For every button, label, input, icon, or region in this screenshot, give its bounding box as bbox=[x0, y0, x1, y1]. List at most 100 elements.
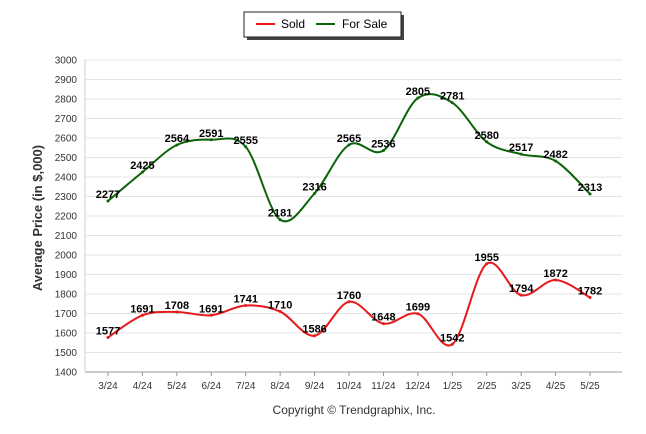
data-label-sold: 1760 bbox=[337, 290, 361, 302]
y-tick-label: 1800 bbox=[55, 290, 78, 301]
data-label-for-sale: 2580 bbox=[474, 130, 498, 142]
data-label-sold: 1577 bbox=[96, 325, 120, 337]
x-tick-label: 7/24 bbox=[236, 381, 256, 392]
data-point-sold bbox=[140, 313, 144, 317]
y-tick-label: 3000 bbox=[55, 56, 78, 67]
data-label-sold: 1691 bbox=[130, 303, 154, 315]
x-tick-label: 3/24 bbox=[98, 381, 118, 392]
data-point-for-sale bbox=[313, 191, 317, 195]
data-point-for-sale bbox=[554, 159, 558, 163]
data-label-sold: 1782 bbox=[578, 286, 602, 298]
data-point-sold bbox=[244, 304, 248, 308]
data-point-for-sale bbox=[347, 143, 351, 147]
data-label-for-sale: 2591 bbox=[199, 128, 223, 140]
data-label-sold: 1586 bbox=[302, 324, 326, 336]
data-label-sold: 1794 bbox=[509, 283, 534, 295]
y-tick-label: 1900 bbox=[55, 270, 78, 281]
data-label-sold: 1741 bbox=[233, 294, 257, 306]
data-point-for-sale bbox=[244, 145, 248, 149]
data-label-for-sale: 2517 bbox=[509, 142, 533, 154]
data-point-sold bbox=[519, 293, 523, 297]
data-label-for-sale: 2565 bbox=[337, 133, 361, 145]
x-tick-label: 4/24 bbox=[133, 381, 153, 392]
data-point-for-sale bbox=[450, 101, 454, 105]
x-tick-label: 9/24 bbox=[305, 381, 325, 392]
y-tick-label: 2000 bbox=[55, 251, 78, 262]
grid-lines bbox=[84, 59, 622, 373]
data-label-sold: 1710 bbox=[268, 300, 292, 312]
y-axis-ticks: 1400 1500 1600 1700 1800 1900 2000 2100 2200 2300… bbox=[55, 56, 78, 379]
y-tick-label: 2300 bbox=[55, 192, 78, 203]
data-label-for-sale: 2277 bbox=[96, 189, 120, 201]
y-axis-label: Average Price (in $,000) bbox=[30, 145, 45, 291]
x-tick-label: 12/24 bbox=[405, 381, 430, 392]
data-label-for-sale: 2805 bbox=[406, 86, 430, 98]
data-point-sold bbox=[588, 296, 592, 300]
x-axis-ticks: 3/24 4/24 5/24 6/24 7/24 8/24 9/24 10/24 11/24 12… bbox=[98, 372, 600, 392]
x-tick-label: 6/24 bbox=[202, 381, 222, 392]
data-point-for-sale bbox=[588, 192, 592, 196]
x-tick-label: 11/24 bbox=[371, 381, 396, 392]
y-tick-label: 1600 bbox=[55, 329, 78, 340]
x-tick-label: 8/24 bbox=[270, 381, 290, 392]
y-tick-label: 2500 bbox=[55, 153, 78, 164]
x-tick-label: 10/24 bbox=[336, 381, 361, 392]
x-tick-label: 5/24 bbox=[167, 381, 187, 392]
y-tick-label: 2600 bbox=[55, 134, 78, 145]
data-label-sold: 1691 bbox=[199, 303, 223, 315]
y-tick-label: 2400 bbox=[55, 173, 78, 184]
data-label-sold: 1542 bbox=[440, 332, 464, 344]
y-tick-label: 1400 bbox=[55, 368, 78, 379]
data-label-for-sale: 2482 bbox=[543, 149, 567, 161]
y-tick-label: 2200 bbox=[55, 212, 78, 223]
data-point-sold bbox=[485, 262, 489, 266]
data-label-for-sale: 2313 bbox=[578, 182, 602, 194]
data-point-for-sale bbox=[209, 138, 213, 142]
data-label-sold: 1708 bbox=[165, 300, 189, 312]
data-point-sold bbox=[106, 335, 110, 339]
data-labels: 1577 1691 1708 1691 1741 1710 1586 1760 1648 1699… bbox=[96, 86, 603, 344]
data-point-sold bbox=[381, 322, 385, 326]
series-lines bbox=[106, 93, 592, 347]
y-tick-label: 1700 bbox=[55, 309, 78, 320]
series-line-sold bbox=[107, 261, 591, 347]
x-tick-label: 3/25 bbox=[511, 381, 531, 392]
data-point-for-sale bbox=[416, 96, 420, 100]
data-label-for-sale: 2316 bbox=[302, 181, 326, 193]
data-point-for-sale bbox=[140, 170, 144, 174]
data-point-sold bbox=[278, 310, 282, 314]
x-tick-label: 4/25 bbox=[546, 381, 566, 392]
y-tick-label: 2700 bbox=[55, 114, 78, 125]
data-label-sold: 1955 bbox=[474, 252, 498, 264]
data-label-for-sale: 2564 bbox=[165, 133, 190, 145]
x-tick-label: 2/25 bbox=[477, 381, 497, 392]
data-point-sold bbox=[416, 312, 420, 316]
data-point-for-sale bbox=[519, 152, 523, 156]
x-tick-label: 5/25 bbox=[580, 381, 600, 392]
data-point-for-sale bbox=[175, 143, 179, 147]
data-point-sold bbox=[313, 334, 317, 338]
data-label-sold: 1872 bbox=[543, 268, 567, 280]
y-tick-label: 1500 bbox=[55, 348, 78, 359]
y-tick-label: 2800 bbox=[55, 95, 78, 106]
y-tick-label: 2900 bbox=[55, 75, 78, 86]
data-label-for-sale: 2425 bbox=[130, 160, 154, 172]
data-point-sold bbox=[209, 313, 213, 317]
data-label-for-sale: 2555 bbox=[233, 135, 257, 147]
copyright-footer: Copyright © Trendgraphix, Inc. bbox=[273, 403, 436, 417]
y-tick-label: 2100 bbox=[55, 231, 78, 242]
data-point-sold bbox=[554, 278, 558, 282]
legend-sold-label: Sold bbox=[281, 17, 305, 31]
data-point-for-sale bbox=[278, 218, 282, 222]
data-label-for-sale: 2781 bbox=[440, 91, 464, 103]
legend: Sold For Sale bbox=[243, 11, 404, 40]
data-label-sold: 1648 bbox=[371, 312, 395, 324]
data-point-for-sale bbox=[106, 199, 110, 203]
x-tick-label: 1/25 bbox=[443, 381, 463, 392]
data-label-for-sale: 2181 bbox=[268, 208, 292, 220]
data-label-sold: 1699 bbox=[406, 302, 430, 314]
data-point-sold bbox=[347, 300, 351, 304]
data-point-sold bbox=[450, 342, 454, 346]
data-point-for-sale bbox=[381, 148, 385, 152]
